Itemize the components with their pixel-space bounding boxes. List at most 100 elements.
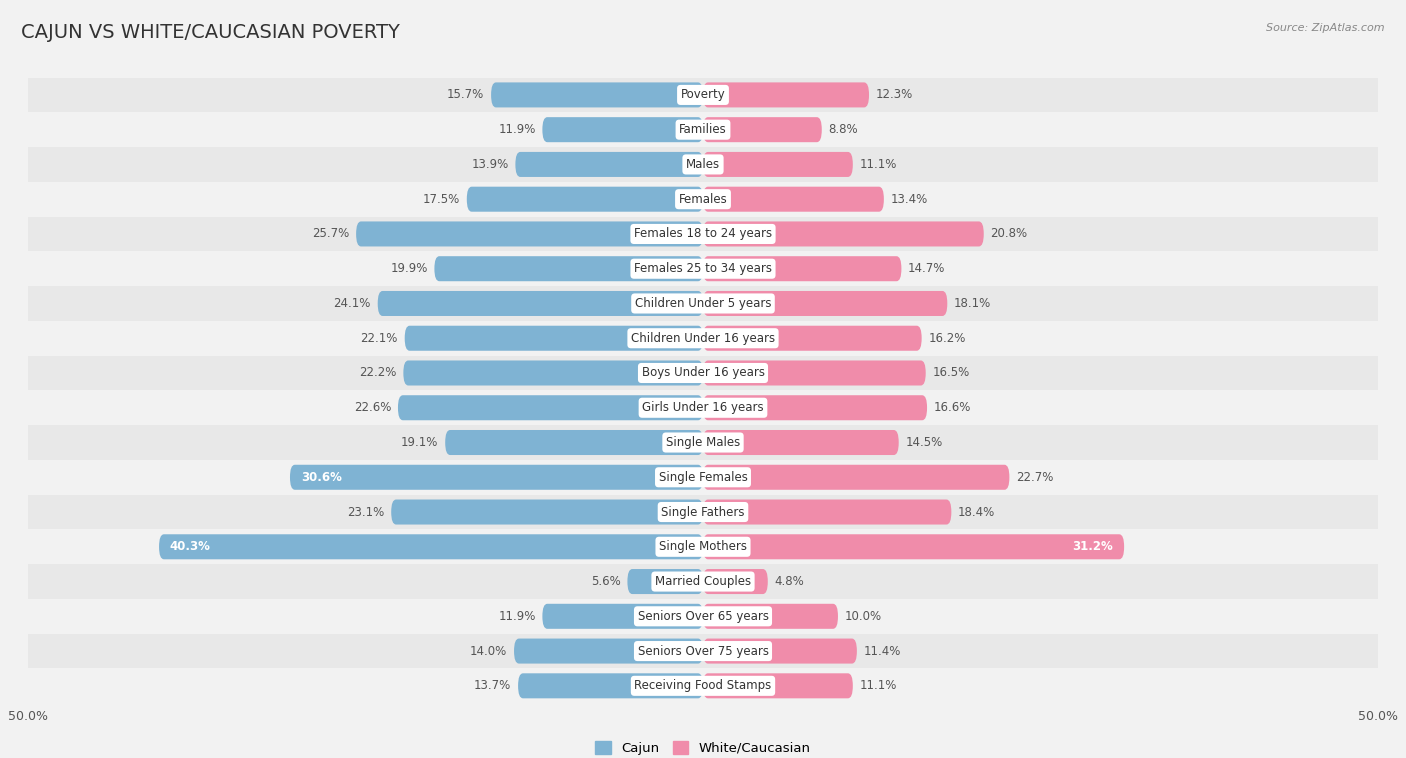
FancyBboxPatch shape — [405, 326, 703, 351]
Bar — [28, 182, 1378, 217]
FancyBboxPatch shape — [703, 186, 884, 211]
Text: Males: Males — [686, 158, 720, 171]
Text: 5.6%: 5.6% — [591, 575, 620, 588]
FancyBboxPatch shape — [446, 430, 703, 455]
Bar — [28, 495, 1378, 529]
Text: 13.7%: 13.7% — [474, 679, 512, 692]
FancyBboxPatch shape — [703, 152, 853, 177]
Text: 4.8%: 4.8% — [775, 575, 804, 588]
Text: Females: Females — [679, 193, 727, 205]
Text: 19.1%: 19.1% — [401, 436, 439, 449]
Text: Single Females: Single Females — [658, 471, 748, 484]
Text: 30.6%: 30.6% — [301, 471, 342, 484]
Text: Families: Families — [679, 124, 727, 136]
Text: 22.6%: 22.6% — [354, 401, 391, 415]
FancyBboxPatch shape — [703, 604, 838, 629]
Text: 18.1%: 18.1% — [955, 297, 991, 310]
FancyBboxPatch shape — [703, 465, 1010, 490]
Text: 11.1%: 11.1% — [859, 158, 897, 171]
Legend: Cajun, White/Caucasian: Cajun, White/Caucasian — [595, 741, 811, 755]
FancyBboxPatch shape — [627, 569, 703, 594]
FancyBboxPatch shape — [543, 117, 703, 143]
Text: Poverty: Poverty — [681, 89, 725, 102]
Bar — [28, 634, 1378, 669]
FancyBboxPatch shape — [703, 430, 898, 455]
Text: 8.8%: 8.8% — [828, 124, 858, 136]
FancyBboxPatch shape — [159, 534, 703, 559]
Bar — [28, 112, 1378, 147]
FancyBboxPatch shape — [703, 117, 821, 143]
Text: CAJUN VS WHITE/CAUCASIAN POVERTY: CAJUN VS WHITE/CAUCASIAN POVERTY — [21, 23, 399, 42]
FancyBboxPatch shape — [703, 83, 869, 108]
Text: 14.7%: 14.7% — [908, 262, 946, 275]
Text: Boys Under 16 years: Boys Under 16 years — [641, 366, 765, 380]
Text: Single Fathers: Single Fathers — [661, 506, 745, 518]
Text: 15.7%: 15.7% — [447, 89, 484, 102]
Text: 12.3%: 12.3% — [876, 89, 912, 102]
FancyBboxPatch shape — [467, 186, 703, 211]
Bar — [28, 147, 1378, 182]
FancyBboxPatch shape — [516, 152, 703, 177]
Text: Females 18 to 24 years: Females 18 to 24 years — [634, 227, 772, 240]
FancyBboxPatch shape — [491, 83, 703, 108]
Text: 13.4%: 13.4% — [890, 193, 928, 205]
Text: 22.7%: 22.7% — [1017, 471, 1053, 484]
Text: 14.0%: 14.0% — [470, 644, 508, 657]
FancyBboxPatch shape — [703, 569, 768, 594]
Text: 31.2%: 31.2% — [1073, 540, 1114, 553]
Text: 22.2%: 22.2% — [359, 366, 396, 380]
FancyBboxPatch shape — [543, 604, 703, 629]
FancyBboxPatch shape — [290, 465, 703, 490]
Bar — [28, 252, 1378, 286]
Bar — [28, 217, 1378, 252]
Text: Seniors Over 65 years: Seniors Over 65 years — [637, 609, 769, 623]
Text: 16.5%: 16.5% — [932, 366, 970, 380]
FancyBboxPatch shape — [703, 673, 853, 698]
Text: 23.1%: 23.1% — [347, 506, 384, 518]
FancyBboxPatch shape — [391, 500, 703, 525]
Bar — [28, 564, 1378, 599]
FancyBboxPatch shape — [434, 256, 703, 281]
Text: Single Males: Single Males — [666, 436, 740, 449]
FancyBboxPatch shape — [703, 395, 927, 420]
FancyBboxPatch shape — [515, 638, 703, 663]
FancyBboxPatch shape — [398, 395, 703, 420]
FancyBboxPatch shape — [703, 500, 952, 525]
Text: 16.2%: 16.2% — [928, 332, 966, 345]
Text: 20.8%: 20.8% — [990, 227, 1028, 240]
Text: Single Mothers: Single Mothers — [659, 540, 747, 553]
Text: 14.5%: 14.5% — [905, 436, 942, 449]
Text: 11.1%: 11.1% — [859, 679, 897, 692]
Bar — [28, 599, 1378, 634]
Text: Children Under 5 years: Children Under 5 years — [634, 297, 772, 310]
Text: 17.5%: 17.5% — [423, 193, 460, 205]
Bar — [28, 460, 1378, 495]
Text: 11.9%: 11.9% — [498, 609, 536, 623]
Bar — [28, 425, 1378, 460]
Text: Females 25 to 34 years: Females 25 to 34 years — [634, 262, 772, 275]
Bar — [28, 529, 1378, 564]
Text: Married Couples: Married Couples — [655, 575, 751, 588]
Text: 19.9%: 19.9% — [391, 262, 427, 275]
FancyBboxPatch shape — [703, 291, 948, 316]
Text: Children Under 16 years: Children Under 16 years — [631, 332, 775, 345]
FancyBboxPatch shape — [703, 638, 856, 663]
Text: 11.4%: 11.4% — [863, 644, 901, 657]
Text: Receiving Food Stamps: Receiving Food Stamps — [634, 679, 772, 692]
Text: 24.1%: 24.1% — [333, 297, 371, 310]
Text: 10.0%: 10.0% — [845, 609, 882, 623]
Text: Girls Under 16 years: Girls Under 16 years — [643, 401, 763, 415]
Bar — [28, 321, 1378, 356]
Text: 13.9%: 13.9% — [471, 158, 509, 171]
Text: 11.9%: 11.9% — [498, 124, 536, 136]
Bar — [28, 77, 1378, 112]
FancyBboxPatch shape — [703, 326, 922, 351]
Bar — [28, 286, 1378, 321]
Text: 40.3%: 40.3% — [170, 540, 211, 553]
Text: 18.4%: 18.4% — [957, 506, 995, 518]
FancyBboxPatch shape — [356, 221, 703, 246]
FancyBboxPatch shape — [703, 361, 925, 386]
FancyBboxPatch shape — [404, 361, 703, 386]
Text: 25.7%: 25.7% — [312, 227, 349, 240]
Bar — [28, 390, 1378, 425]
